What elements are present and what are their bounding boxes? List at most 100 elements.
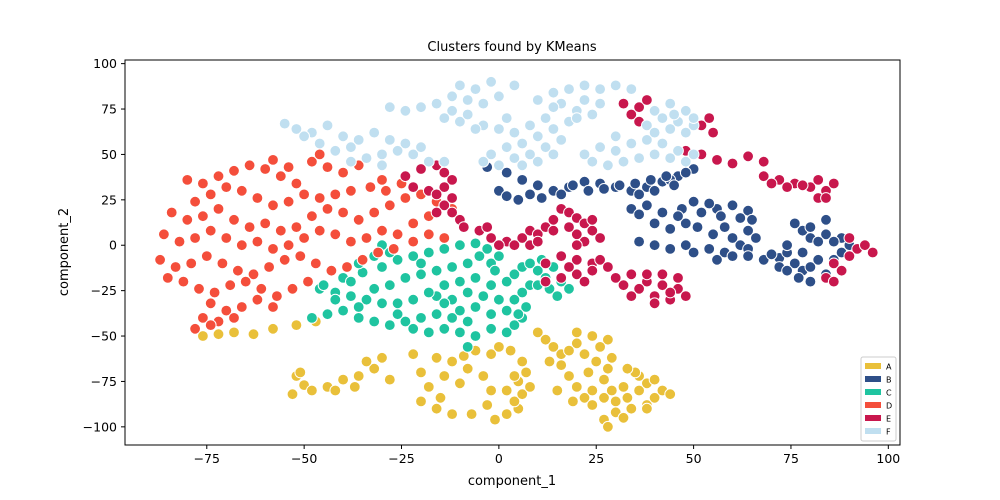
scatter-point-B (516, 174, 529, 186)
scatter-point-F (687, 148, 700, 161)
scatter-point-B (641, 199, 653, 212)
scatter-point-A (563, 370, 575, 382)
scatter-point-E (820, 192, 832, 204)
scatter-point-F (329, 144, 342, 157)
scatter-point-A (446, 408, 459, 421)
scatter-point-D (255, 282, 268, 295)
scatter-point-F (609, 79, 622, 92)
scatter-point-C (489, 264, 501, 277)
scatter-point-C (422, 286, 435, 299)
scatter-point-B (633, 235, 645, 248)
legend-swatch-B (865, 376, 881, 382)
scatter-point-C (485, 322, 498, 335)
scatter-point-F (345, 155, 357, 168)
scatter-point-D (235, 184, 248, 197)
scatter-point-E (446, 192, 459, 204)
scatter-point-D (165, 206, 178, 219)
scatter-point-A (247, 328, 260, 341)
scatter-point-A (368, 362, 381, 375)
scatter-point-F (664, 97, 677, 110)
scatter-point-F (531, 130, 544, 143)
scatter-point-C (500, 326, 513, 339)
scatter-point-B (512, 193, 525, 206)
scatter-point-A (485, 348, 498, 361)
scatter-point-F (500, 112, 513, 124)
scatter-point-A (504, 344, 517, 357)
scatter-point-F (461, 108, 474, 121)
scatter-point-E (594, 253, 606, 266)
scatter-point-C (415, 257, 427, 270)
scatter-point-A (602, 362, 614, 375)
x-tick-label: 75 (783, 451, 799, 466)
scatter-point-D (204, 319, 217, 332)
scatter-point-D (189, 322, 202, 335)
scatter-point-A (547, 341, 560, 353)
scatter-point-C (454, 326, 466, 339)
scatter-point-B (644, 174, 657, 186)
scatter-point-F (531, 94, 544, 106)
scatter-point-D (352, 213, 365, 226)
scatter-point-C (438, 243, 451, 255)
points-layer (154, 75, 879, 433)
scatter-point-E (726, 157, 739, 170)
scatter-point-D (306, 155, 318, 168)
scatter-point-D (220, 181, 233, 194)
scatter-point-F (508, 126, 521, 139)
x-tick-label: −50 (291, 451, 317, 466)
scatter-point-B (664, 223, 677, 235)
scatter-point-A (586, 330, 599, 342)
scatter-point-F (446, 90, 459, 103)
scatter-point-C (531, 264, 544, 277)
scatter-point-A (454, 377, 466, 390)
scatter-point-D (239, 275, 252, 288)
scatter-point-B (524, 188, 536, 201)
y-tick-label: 25 (101, 192, 117, 207)
y-tick-label: 75 (101, 102, 117, 117)
scatter-point-F (625, 83, 638, 95)
scatter-point-F (422, 155, 435, 168)
scatter-point-E (481, 221, 494, 234)
scatter-point-A (605, 384, 618, 397)
legend-label-F: F (886, 428, 891, 437)
scatter-point-C (391, 253, 404, 266)
scatter-point-C (438, 322, 451, 335)
scatter-point-A (605, 351, 618, 364)
ticks-layer: −75 −50 −25 0 25 50 75 100 −100 −75 −50 −25 0 25 50 75 1… (83, 56, 901, 466)
scatter-point-E (399, 170, 412, 183)
scatter-point-A (228, 326, 240, 339)
scatter-point-E (633, 101, 645, 114)
scatter-point-D (197, 312, 209, 324)
scatter-point-E (641, 94, 653, 106)
scatter-point-F (524, 119, 536, 132)
scatter-point-C (493, 250, 505, 263)
scatter-point-C (469, 301, 482, 313)
scatter-point-B (679, 217, 692, 230)
scatter-point-D (376, 174, 388, 186)
scatter-point-C (422, 326, 435, 339)
scatter-point-F (493, 159, 505, 172)
scatter-point-C (376, 261, 388, 273)
scatter-point-E (757, 155, 770, 168)
y-tick-label: 100 (93, 56, 117, 71)
scatter-point-C (383, 319, 396, 332)
scatter-point-F (656, 137, 669, 150)
scatter-point-E (602, 261, 614, 273)
scatter-point-E (555, 250, 568, 263)
scatter-point-E (446, 206, 459, 219)
scatter-point-A (477, 370, 490, 382)
scatter-point-F (415, 141, 427, 154)
scatter-point-E (516, 232, 529, 244)
scatter-point-A (306, 384, 318, 397)
scatter-point-E (827, 177, 840, 190)
scatter-point-A (531, 326, 544, 339)
scatter-point-E (609, 272, 622, 284)
scatter-point-A (430, 402, 443, 415)
scatter-point-E (765, 177, 778, 190)
scatter-point-F (430, 97, 443, 110)
scatter-point-D (267, 301, 279, 313)
scatter-point-A (422, 381, 435, 393)
scatter-point-B (796, 246, 809, 259)
scatter-point-A (212, 328, 225, 341)
scatter-point-E (757, 170, 770, 183)
scatter-point-D (212, 170, 225, 183)
